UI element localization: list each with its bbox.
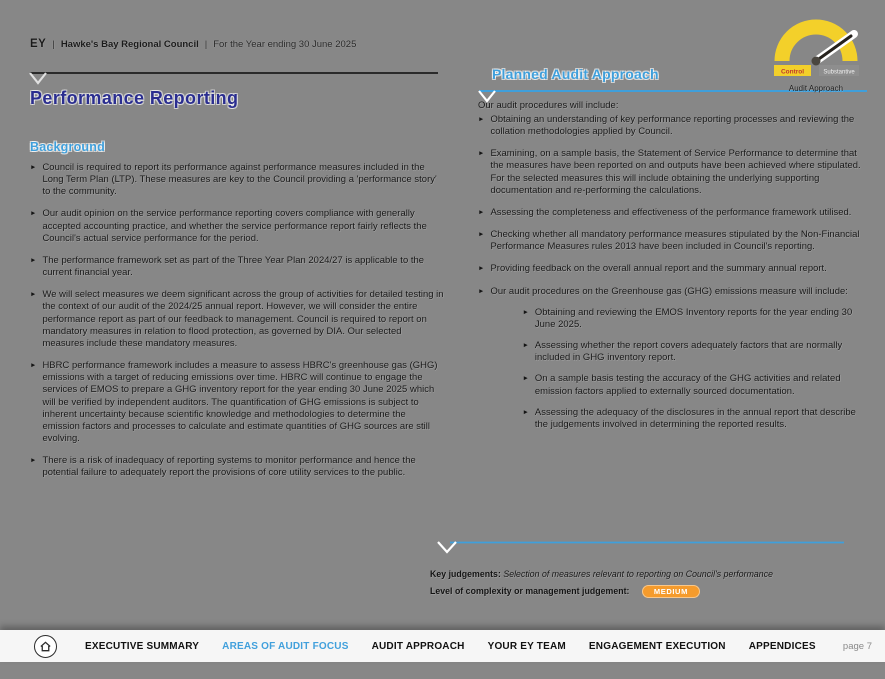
bullet-text: Obtaining and reviewing the EMOS Invento… (534, 306, 853, 330)
bullet-marker-icon: ► (478, 150, 485, 158)
nav-items: EXECUTIVE SUMMARY AREAS OF AUDIT FOCUS AUD… (85, 641, 839, 652)
bullet-item: ► Providing feedback on the overall annua… (478, 263, 870, 275)
bullet-text: Obtaining an understanding of key perfor… (490, 114, 855, 138)
nav-item-audit-approach[interactable]: AUDIT APPROACH (371, 640, 465, 652)
bullet-item: ► Assessing the completeness and effectiv… (478, 207, 870, 219)
bullet-item: ► HBRC performance framework includes a m… (30, 360, 445, 445)
bullet-marker-icon: ► (478, 287, 485, 295)
audit-approach-gauge: Control Substantive Audit Approach (770, 15, 862, 93)
approach-bullet-list: ► Obtaining an understanding of key perfo… (478, 114, 870, 450)
bullet-text: Checking whether all mandatory performan… (490, 229, 860, 253)
complexity-label: Level of complexity or management judgem… (430, 585, 630, 596)
bullet-marker-icon: ► (478, 208, 485, 216)
bullet-marker-icon: ► (30, 164, 37, 171)
bullet-item: ► Examining, on a sample basis, the State… (478, 148, 870, 197)
bullet-text: We will select measures we deem signific… (42, 289, 444, 349)
bullet-item: ► The performance framework set as part o… (30, 255, 445, 279)
approach-intro: Our audit procedures will include: (478, 100, 619, 111)
page-number-value: 7 (866, 640, 872, 652)
gauge-arc (774, 19, 858, 62)
bullet-item: ► Council is required to report its perfo… (30, 162, 445, 198)
page-title: Performance Reporting (30, 88, 239, 108)
gauge-control-label: Control (781, 69, 804, 76)
gauge-graphic: Control Substantive (774, 19, 859, 76)
bullet-marker-icon: ► (522, 342, 529, 350)
chevron-down-icon (437, 541, 457, 554)
complexity-line: Level of complexity or management judgem… (430, 585, 878, 598)
bullet-text: Our audit opinion on the service perform… (42, 208, 427, 244)
bullet-marker-icon: ► (478, 231, 485, 239)
gauge-caption: Audit Approach (788, 84, 844, 93)
bullet-marker-icon: ► (478, 265, 485, 273)
bullet-text: Assessing the completeness and effective… (490, 206, 852, 218)
background-heading: Background (30, 140, 105, 154)
bullet-marker-icon: ► (30, 256, 37, 264)
bullet-marker-icon: ► (30, 362, 37, 370)
bullet-item: ► Our audit opinion on the service perfor… (30, 208, 445, 244)
bullet-item: ► We will select measures we deem signifi… (30, 289, 445, 350)
bullet-item: ► Assessing whether the report covers ade… (522, 340, 870, 364)
judgements-divider (437, 541, 844, 554)
bullet-text: Providing feedback on the overall annual… (490, 263, 827, 275)
key-judgements-label: Key judgements: (430, 569, 501, 579)
complexity-badge: MEDIUM (641, 585, 700, 598)
key-judgements-line: Key judgements: Selection of measures re… (430, 569, 878, 579)
bullet-marker-icon: ► (30, 457, 37, 465)
judgements-section: Key judgements: Selection of measures re… (430, 569, 878, 598)
bullet-text: Our audit procedures on the Greenhouse g… (490, 285, 848, 297)
bullet-item: ► Obtaining and reviewing the EMOS Invent… (522, 307, 870, 331)
chevron-down-icon (29, 72, 47, 85)
bullet-item: ► Our audit procedures on the Greenhouse … (478, 286, 870, 440)
bullet-text: Examining, on a sample basis, the Statem… (490, 148, 861, 196)
bullet-text: HBRC performance framework includes a me… (42, 360, 438, 444)
nav-item-your-ey-team[interactable]: YOUR EY TEAM (487, 640, 566, 652)
nav-item-areas-of-audit-focus[interactable]: AREAS OF AUDIT FOCUS (222, 640, 349, 652)
bullet-item: ► There is a risk of inadequacy of report… (30, 455, 445, 479)
header-separator: | (204, 39, 208, 50)
bullet-text: On a sample basis testing the accuracy o… (534, 373, 841, 397)
gauge-pivot (811, 56, 821, 66)
page-number: page 7 (843, 641, 872, 652)
planned-audit-approach-heading: Planned Audit Approach (492, 66, 659, 82)
approach-divider (478, 90, 867, 103)
bullet-text: Council is required to report its perfor… (42, 162, 437, 198)
page-label: page (842, 640, 865, 652)
bullet-item: ► Obtaining an understanding of key perfo… (478, 114, 870, 138)
bullet-text: Assessing the adequacy of the disclosure… (534, 406, 856, 430)
nav-item-appendices[interactable]: APPENDICES (748, 640, 816, 652)
nav-item-executive-summary[interactable]: EXECUTIVE SUMMARY (85, 640, 200, 652)
key-judgements-text: Selection of measures relevant to report… (503, 569, 773, 579)
bullet-marker-icon: ► (522, 408, 529, 416)
nav-item-engagement-execution[interactable]: ENGAGEMENT EXECUTION (588, 640, 726, 652)
bullet-text: The performance framework set as part of… (42, 254, 425, 279)
org-name: Hawke's Bay Regional Council (60, 39, 199, 50)
bottom-nav: EXECUTIVE SUMMARY AREAS OF AUDIT FOCUS AUD… (0, 630, 885, 662)
header-separator: | (52, 39, 55, 50)
home-button[interactable] (34, 634, 57, 658)
bullet-item: ► On a sample basis testing the accuracy … (522, 373, 870, 397)
document-header: EY | Hawke's Bay Regional Council | For … (30, 38, 356, 50)
bullet-item: ► Assessing the adequacy of the disclosur… (522, 407, 870, 431)
sub-bullet-list: ► Obtaining and reviewing the EMOS Invent… (522, 307, 870, 431)
gauge-substantive-label: Substantive (823, 70, 855, 76)
bullet-marker-icon: ► (522, 375, 529, 383)
bullet-marker-icon: ► (30, 291, 37, 299)
gauge-needle (814, 34, 853, 63)
report-period: For the Year ending 30 June 2025 (213, 39, 357, 50)
bullet-marker-icon: ► (30, 210, 37, 218)
ey-logo: EY (30, 38, 47, 50)
bullet-text: There is a risk of inadequacy of reporti… (42, 455, 416, 479)
bullet-item: ► Checking whether all mandatory performa… (478, 229, 870, 253)
home-icon (40, 640, 51, 651)
header-divider (29, 72, 438, 85)
bullet-marker-icon: ► (478, 116, 485, 123)
background-bullet-list: ► Council is required to report its perfo… (30, 162, 445, 489)
bullet-marker-icon: ► (522, 308, 529, 316)
bullet-text: Assessing whether the report covers adeq… (534, 340, 843, 364)
chevron-down-icon (478, 90, 496, 103)
